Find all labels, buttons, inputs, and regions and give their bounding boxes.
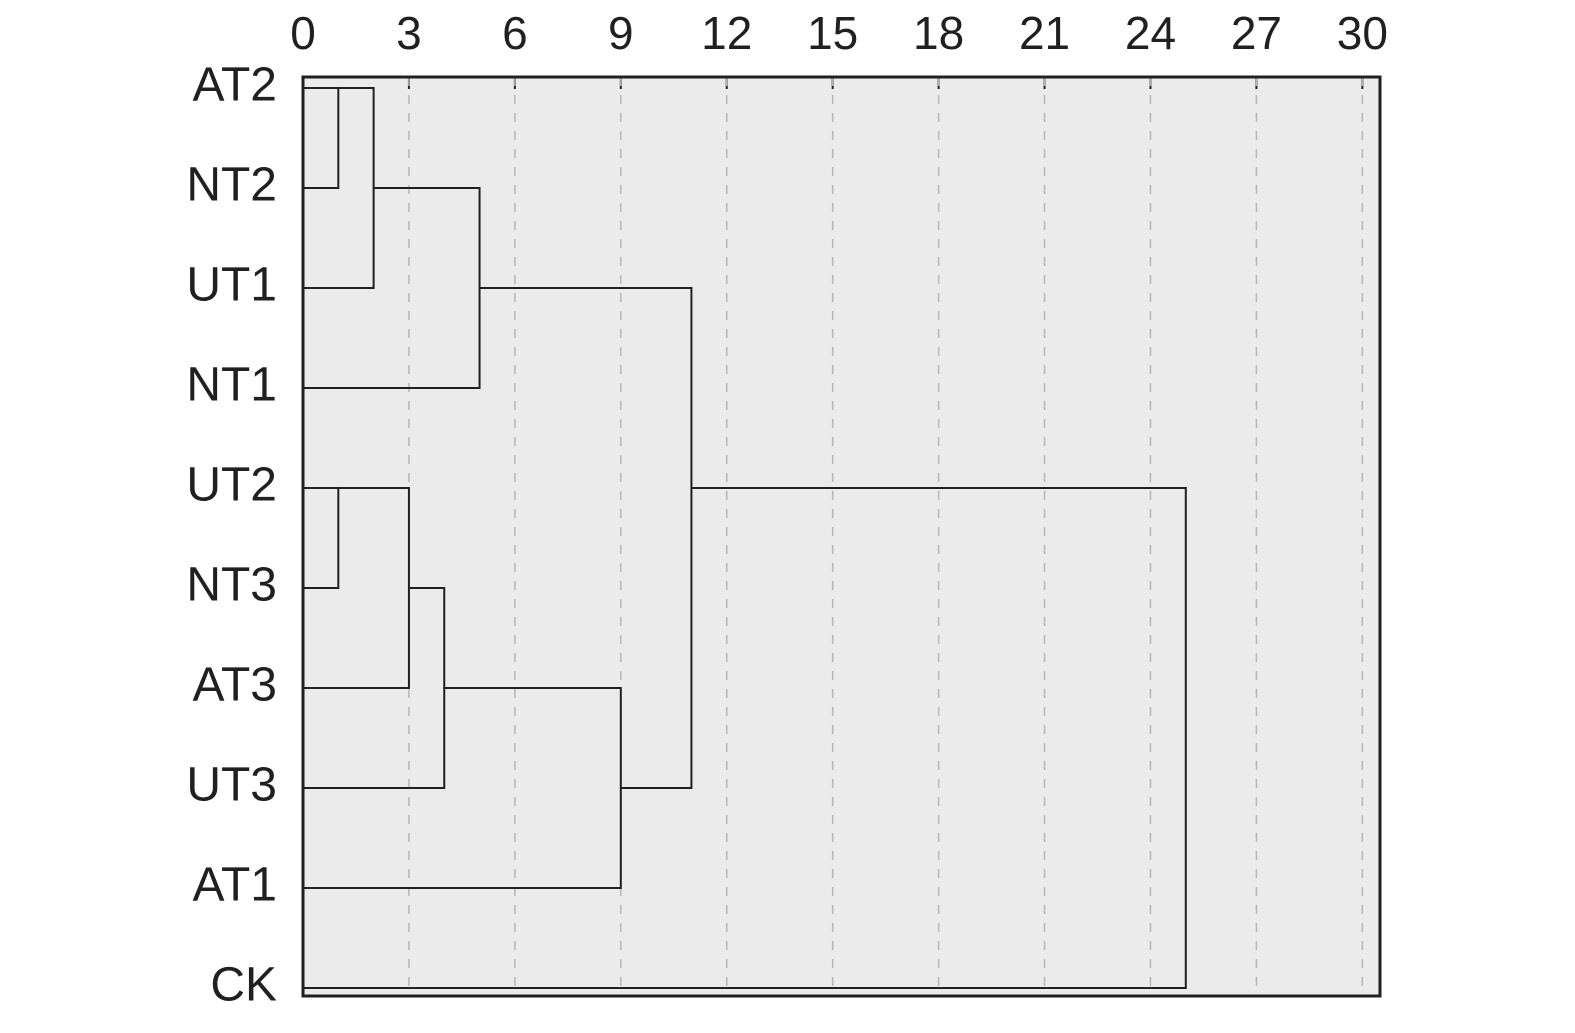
plot-area — [303, 77, 1380, 996]
x-tick-label: 0 — [290, 7, 316, 59]
merge-link — [303, 87, 340, 189]
leaf-label: AT3 — [193, 659, 277, 712]
merge-link — [303, 687, 622, 889]
merge-link — [303, 187, 481, 389]
plot-frame — [301, 75, 1382, 998]
leaf-label: NT3 — [186, 559, 277, 612]
x-tick-label: 27 — [1231, 7, 1282, 59]
x-tick-label: 30 — [1337, 7, 1388, 59]
merge-link — [303, 487, 1187, 989]
x-tick-label: 9 — [608, 7, 634, 59]
x-tick-label: 24 — [1125, 7, 1176, 59]
leaf-label: AT1 — [193, 859, 277, 912]
merge-link — [303, 487, 340, 589]
x-tick-label: 3 — [396, 7, 422, 59]
merge-link — [303, 487, 410, 689]
x-tick-label: 15 — [807, 7, 858, 59]
leaf-label: AT2 — [193, 59, 277, 112]
x-tick-label: 6 — [502, 7, 528, 59]
x-tick-label: 21 — [1019, 7, 1070, 59]
x-tick-label: 12 — [701, 7, 752, 59]
x-tick-label: 18 — [913, 7, 964, 59]
leaf-label: UT2 — [186, 459, 277, 512]
leaf-label: NT1 — [186, 359, 277, 412]
leaf-label: NT2 — [186, 159, 277, 212]
merge-link — [479, 287, 693, 789]
dendrogram — [303, 87, 1187, 989]
grid — [302, 77, 1364, 996]
leaf-label: UT3 — [186, 759, 277, 812]
leaf-label: CK — [210, 959, 277, 1012]
leaf-label: UT1 — [186, 259, 277, 312]
